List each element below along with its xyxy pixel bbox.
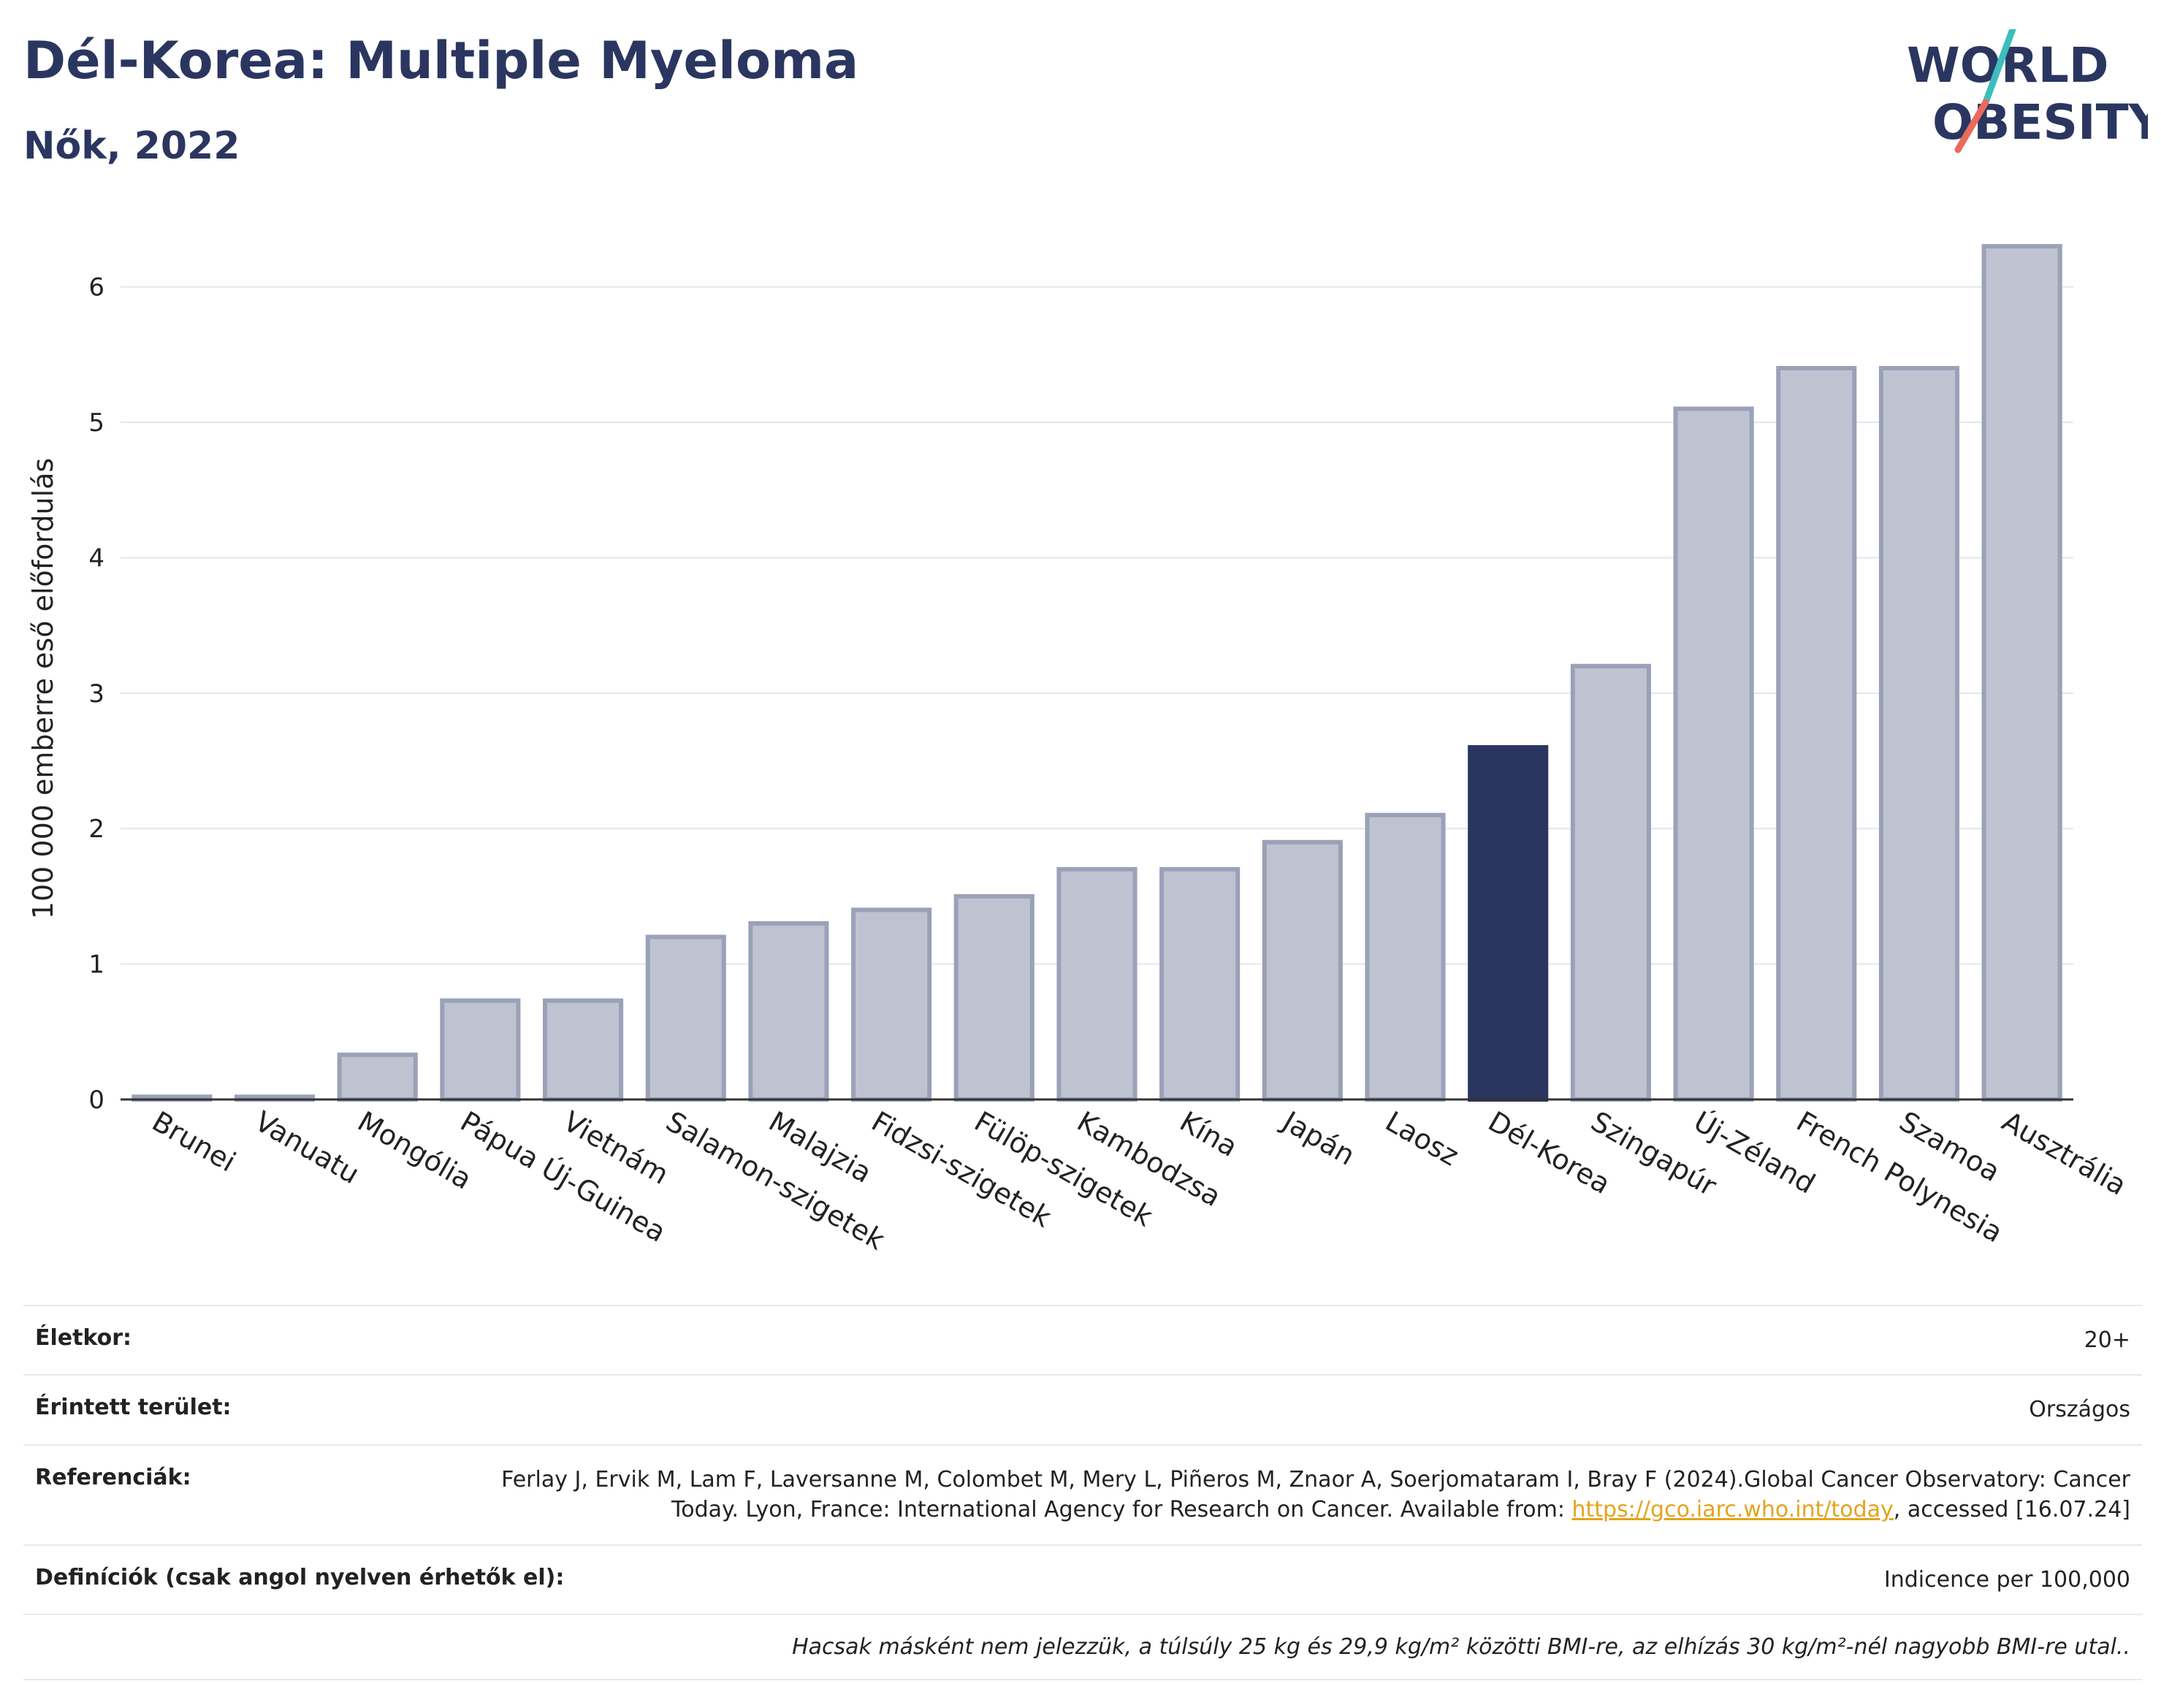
x-tick-label: Fidzsi-szigetek bbox=[866, 1105, 1057, 1234]
y-tick-label: 6 bbox=[88, 273, 104, 302]
note-text: Hacsak másként nem jelezzük, a túlsúly 2… bbox=[792, 1633, 2130, 1660]
page-title: Dél-Korea: Multiple Myeloma bbox=[23, 31, 859, 91]
info-value: Országos bbox=[2029, 1397, 2130, 1423]
y-tick-label: 5 bbox=[88, 408, 104, 438]
info-label: Referenciák: bbox=[35, 1464, 191, 1490]
y-tick-label: 2 bbox=[88, 815, 104, 844]
x-tick-label: Vanuatu bbox=[250, 1105, 365, 1190]
y-tick-label: 1 bbox=[88, 950, 104, 980]
logo-slash-teal bbox=[1982, 29, 2016, 106]
bar-Malajzia bbox=[748, 921, 829, 1102]
bar-Laosz bbox=[1365, 812, 1446, 1102]
bar-Salamon-szigetek bbox=[645, 934, 726, 1102]
bar-Pápua Új-Guinea bbox=[440, 998, 521, 1102]
info-label: Definíciók (csak angol nyelven érhetők e… bbox=[35, 1564, 565, 1590]
bar-Fidzsi-szigetek bbox=[851, 907, 932, 1102]
bar-Fülöp-szigetek bbox=[953, 893, 1034, 1102]
info-row-age: Életkor: 20+ bbox=[23, 1305, 2142, 1374]
info-value: 20+ bbox=[2084, 1327, 2130, 1353]
logo-slash-coral bbox=[1954, 99, 1989, 153]
bar-Kína bbox=[1159, 866, 1240, 1102]
info-label: Érintett terület: bbox=[35, 1395, 232, 1421]
x-tick-label: Laosz bbox=[1380, 1105, 1464, 1173]
x-tick-label: Japán bbox=[1276, 1105, 1361, 1172]
bar-Ausztrália bbox=[1981, 244, 2062, 1102]
bar-Vietnám bbox=[543, 998, 624, 1102]
info-note: Hacsak másként nem jelezzük, a túlsúly 2… bbox=[23, 1613, 2142, 1680]
bars bbox=[132, 244, 2062, 1102]
info-value: Indicence per 100,000 bbox=[1883, 1566, 2130, 1593]
info-row-definitions: Definíciók (csak angol nyelven érhetők e… bbox=[23, 1544, 2142, 1614]
bar-French Polynesia bbox=[1776, 365, 1857, 1102]
x-tick-label: Brunei bbox=[147, 1105, 241, 1178]
y-tick-label: 0 bbox=[88, 1086, 104, 1115]
reference-text: Ferlay J, Ervik M, Lam F, Laversanne M, … bbox=[501, 1466, 2130, 1523]
bar-Szamoa bbox=[1878, 365, 1960, 1102]
info-row-area: Érintett terület: Országos bbox=[23, 1374, 2142, 1444]
y-axis-label: 100 000 emberre eső előfordulás bbox=[27, 458, 59, 919]
info-table: Életkor: 20+ Érintett terület: Országos … bbox=[23, 1305, 2142, 1680]
x-tick-label: Kína bbox=[1175, 1105, 1243, 1164]
world-obesity-logo: WORLD OBESITY bbox=[1907, 29, 2148, 153]
logo-text-obesity: OBESITY bbox=[1932, 94, 2148, 150]
bar-Kambodzsa bbox=[1056, 866, 1137, 1102]
y-tick-label: 4 bbox=[88, 544, 104, 573]
x-tick-label: Ausztrália bbox=[1997, 1105, 2132, 1202]
reference-link[interactable]: https://gco.iarc.who.int/today bbox=[1571, 1497, 1894, 1523]
x-tick-label: Mongólia bbox=[352, 1105, 477, 1196]
bar-Új-Zéland bbox=[1673, 406, 1754, 1102]
reference-accessed: , accessed [16.07.24] bbox=[1893, 1497, 2130, 1523]
y-tick-label: 3 bbox=[88, 679, 104, 709]
y-tick-labels: 0 1 2 3 4 5 6 bbox=[88, 273, 104, 1115]
page-subtitle: Nők, 2022 bbox=[23, 124, 240, 168]
bar-Japán bbox=[1262, 839, 1343, 1102]
info-value: Ferlay J, Ervik M, Lam F, Laversanne M, … bbox=[450, 1465, 2130, 1525]
bar-Mongólia bbox=[337, 1052, 418, 1102]
bar-Szingapúr bbox=[1570, 663, 1651, 1102]
x-tick-label: Fülöp-szigetek bbox=[969, 1105, 1158, 1233]
info-label: Életkor: bbox=[35, 1325, 132, 1351]
bar-Dél-Korea bbox=[1468, 745, 1549, 1102]
info-row-references: Referenciák: Ferlay J, Ervik M, Lam F, L… bbox=[23, 1444, 2142, 1544]
